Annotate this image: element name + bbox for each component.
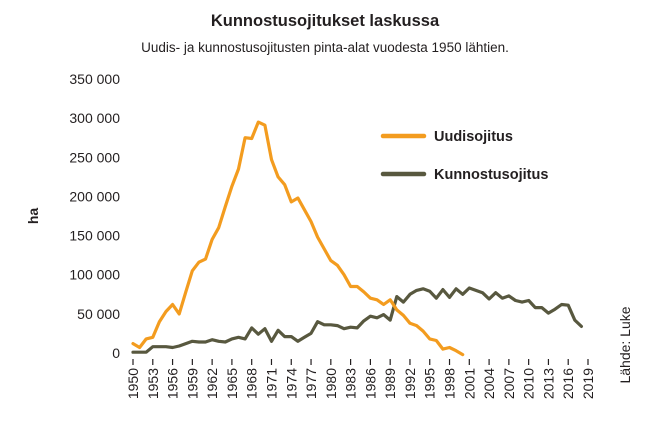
x-tick-label: 1977 [303, 368, 319, 399]
x-tick-label: 1953 [145, 368, 161, 399]
x-tick-label: 1959 [184, 368, 200, 399]
x-tick-label: 2019 [580, 368, 596, 399]
x-tick-label: 1989 [382, 368, 398, 399]
series-line-uudisojitus [131, 120, 465, 357]
x-tick-label: 1962 [204, 368, 220, 399]
y-tick-label: 200 000 [69, 188, 120, 204]
x-tick-label: 2013 [540, 368, 556, 399]
series-line-kunnostusojitus [131, 286, 584, 354]
x-tick-label: 2004 [481, 368, 497, 399]
y-tick-label: 50 000 [77, 306, 120, 322]
y-tick-label: 150 000 [69, 228, 120, 244]
legend-label-kunnostusojitus: Kunnostusojitus [434, 167, 548, 183]
x-tick-label: 1980 [323, 368, 339, 399]
chart-title: Kunnostusojitukset laskussa [211, 12, 440, 30]
x-tick-label: 1974 [283, 368, 299, 399]
x-tick-label: 1983 [343, 368, 359, 399]
x-tick-label: 1992 [402, 368, 418, 399]
y-axis-ticks: 0 50 000 100 000 150 000 200 000 250 000 300 0… [69, 71, 120, 361]
x-tick-label: 2016 [560, 368, 576, 399]
y-tick-label: 300 000 [69, 110, 120, 126]
x-tick-label: 1950 [125, 368, 141, 399]
y-tick-label: 0 [112, 345, 120, 361]
x-tick-label: 1995 [422, 368, 438, 399]
x-tick-label: 1971 [263, 368, 279, 399]
x-tick-label: 1998 [442, 368, 458, 399]
x-tick-label: 2007 [501, 368, 517, 399]
x-tick-label: 1968 [244, 368, 260, 399]
x-tick-label: 2010 [521, 368, 537, 399]
series-lines [131, 120, 584, 357]
x-tick-label: 2001 [461, 368, 477, 399]
y-tick-label: 350 000 [69, 71, 120, 87]
x-axis-ticks: 1950 1953 1956 1959 1962 1965 1968 1971 1974 1977… [125, 359, 596, 399]
legend: Uudisojitus Kunnostusojitus [380, 129, 548, 183]
legend-label-uudisojitus: Uudisojitus [434, 129, 513, 145]
x-tick-label: 1965 [224, 368, 240, 399]
y-tick-label: 100 000 [69, 267, 120, 283]
chart-subtitle: Uudis- ja kunnostusojitusten pinta-alat … [141, 40, 509, 55]
y-tick-label: 250 000 [69, 149, 120, 165]
source-label: Lähde: Luke [617, 306, 633, 383]
x-tick-label: 1956 [165, 368, 181, 399]
x-tick-label: 1986 [362, 368, 378, 399]
y-axis-label: ha [25, 208, 41, 225]
